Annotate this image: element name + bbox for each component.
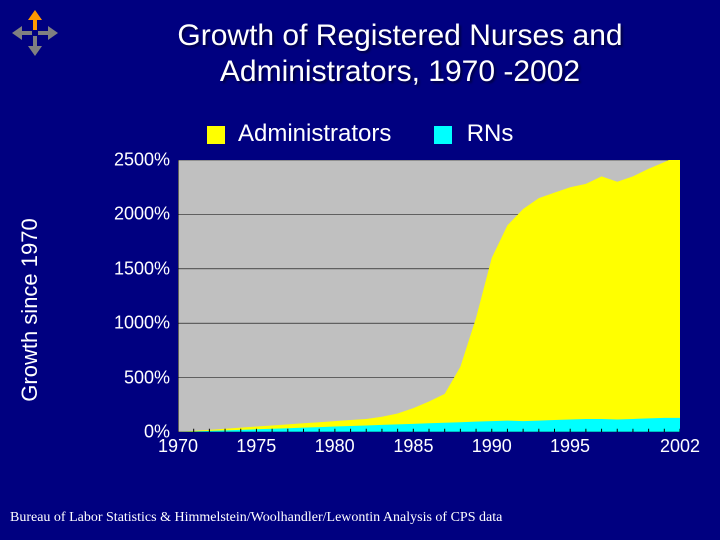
slide-title: Growth of Registered Nurses and Administ… — [120, 18, 680, 90]
x-tick-label: 1990 — [472, 436, 512, 457]
chart-legend: Administrators RNs — [0, 120, 720, 148]
x-axis-ticks: 1970197519801985199019952002 — [178, 436, 680, 460]
x-tick-label: 1980 — [315, 436, 355, 457]
y-axis-ticks: 2500%2000%1500%1000%500%0% — [100, 160, 170, 432]
x-tick-label: 1970 — [158, 436, 198, 457]
y-tick-label: 500% — [100, 367, 170, 388]
y-tick-label: 1000% — [100, 313, 170, 334]
slide-title-block: Growth of Registered Nurses and Administ… — [120, 18, 680, 90]
x-tick-label: 2002 — [660, 436, 700, 457]
legend-swatch-administrators — [207, 126, 225, 144]
y-axis-label: Growth since 1970 — [17, 218, 43, 401]
x-tick-label: 1985 — [393, 436, 433, 457]
legend-label-rns: RNs — [467, 120, 514, 147]
y-tick-label: 1500% — [100, 258, 170, 279]
legend-item-administrators: Administrators — [207, 120, 392, 148]
x-tick-label: 1995 — [550, 436, 590, 457]
legend-label-administrators: Administrators — [238, 120, 391, 147]
slide-arrows-icon — [10, 8, 60, 58]
y-tick-label: 2500% — [100, 150, 170, 171]
chart-svg — [178, 160, 680, 432]
chart-area: Growth since 1970 2500%2000%1500%1000%50… — [60, 160, 680, 460]
x-tick-label: 1975 — [236, 436, 276, 457]
legend-item-rns: RNs — [434, 120, 513, 148]
chart-plot — [178, 160, 680, 432]
legend-swatch-rns — [434, 126, 452, 144]
y-tick-label: 2000% — [100, 204, 170, 225]
source-citation: Bureau of Labor Statistics & Himmelstein… — [10, 510, 502, 526]
